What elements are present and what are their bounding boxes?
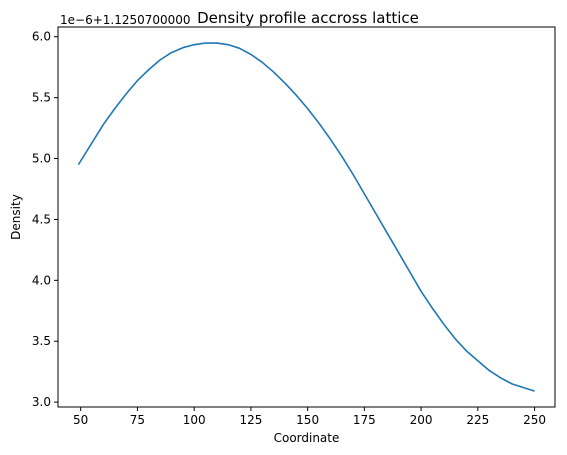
x-tick-label: 125 (239, 413, 262, 427)
y-tick-label: 6.0 (32, 30, 51, 44)
x-tick-label: 175 (353, 413, 376, 427)
y-tick-label: 4.5 (32, 212, 51, 226)
x-tick-label: 225 (466, 413, 489, 427)
plot-area (57, 26, 556, 408)
plot-frame (57, 26, 556, 408)
x-tick-label: 100 (183, 413, 206, 427)
x-axis-ticks: 50 75 100 125 150 175 200 225 250 (73, 407, 546, 427)
series-line-density (77, 42, 535, 392)
y-axis-ticks: 3.0 3.5 4.0 4.5 5.0 5.5 6.0 (32, 30, 58, 409)
x-tick-label: 200 (410, 413, 433, 427)
y-tick-label: 3.0 (32, 395, 51, 409)
y-tick-label: 3.5 (32, 334, 51, 348)
chart-title: Density profile accross lattice (197, 9, 419, 27)
y-tick-label: 4.0 (32, 273, 51, 287)
x-axis-label: Coordinate (274, 431, 340, 445)
x-tick-label: 50 (73, 413, 88, 427)
y-axis-offset-label: 1e−6+1.1250700000 (60, 13, 191, 27)
x-tick-label: 150 (296, 413, 319, 427)
x-tick-label: 250 (523, 413, 546, 427)
y-tick-label: 5.0 (32, 152, 51, 166)
y-tick-label: 5.5 (32, 91, 51, 105)
y-axis-label: Density (9, 194, 23, 240)
x-tick-label: 75 (130, 413, 145, 427)
